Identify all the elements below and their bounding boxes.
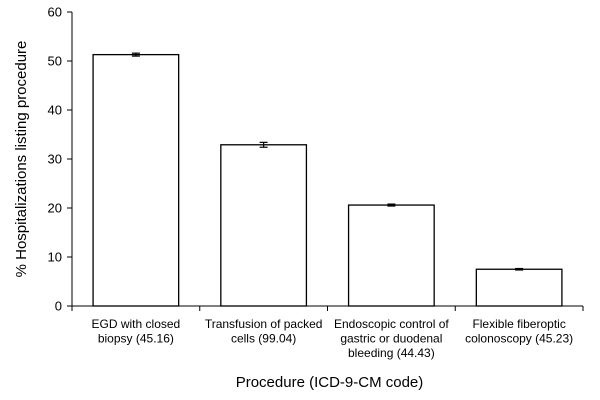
y-tick-label: 20 [48, 201, 62, 216]
bars-group [92, 53, 563, 307]
x-category-label: EGD with closed biopsy (45.16) [92, 317, 181, 346]
x-category-label: Flexible fiberoptic colonoscopy (45.23) [465, 317, 573, 346]
x-axis-title: Procedure (ICD-9-CM code) [236, 374, 424, 391]
y-tick-label: 60 [48, 5, 62, 20]
x-category-label: Endoscopic control of gastric or duodenal… [334, 317, 449, 360]
bar [220, 144, 308, 307]
x-axis-category-labels: EGD with closed biopsy (45.16) Transfusion… [92, 317, 574, 360]
bar [347, 204, 435, 307]
x-category-label: Transfusion of packed cells (99.04) [205, 317, 323, 346]
y-tick-label: 30 [48, 152, 62, 167]
y-tick-label: 10 [48, 250, 62, 265]
bar [92, 53, 180, 307]
y-axis-title: % Hospitalizations listing procedure [13, 41, 30, 278]
y-tick-label: 0 [55, 299, 62, 314]
y-tick-label: 40 [48, 103, 62, 118]
bar [475, 268, 563, 307]
y-axis-ticks: 0 10 20 30 40 50 60 [48, 5, 72, 314]
x-axis-ticks [71, 306, 584, 311]
y-tick-label: 50 [48, 54, 62, 69]
error-bars-group [131, 52, 524, 271]
